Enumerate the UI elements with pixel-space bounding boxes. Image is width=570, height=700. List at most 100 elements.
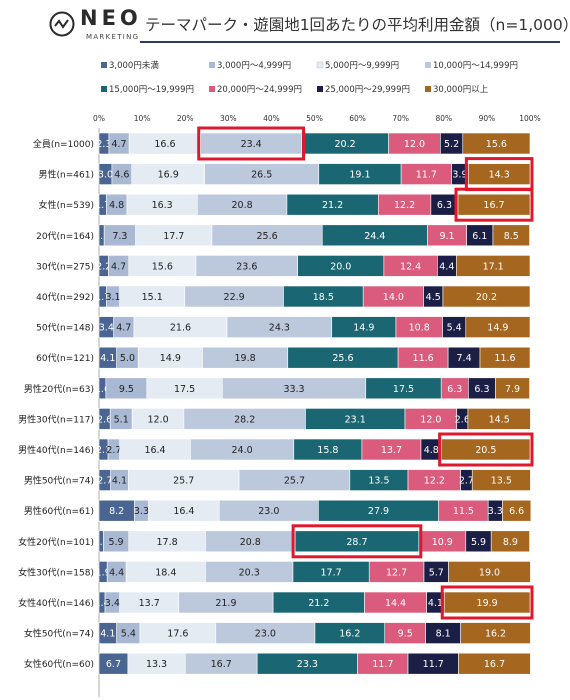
data-label: 13.7 <box>139 598 160 609</box>
data-label: 8.5 <box>504 231 519 242</box>
data-label: 1.6 <box>95 384 110 395</box>
category-label: 男性60代(n=61) <box>24 505 94 517</box>
data-label: 3.3 <box>134 506 149 517</box>
data-label: 21.6 <box>170 323 191 334</box>
data-label: 25.7 <box>284 476 305 487</box>
x-tick-label: 10% <box>134 114 151 123</box>
data-label: 19.9 <box>477 598 498 609</box>
data-label: 17.5 <box>393 384 414 395</box>
data-label: 28.2 <box>234 414 255 425</box>
data-label: 17.1 <box>483 261 504 272</box>
data-label: 2.7 <box>106 445 121 456</box>
data-label: 6.3 <box>474 384 489 395</box>
data-label: 21.2 <box>308 598 329 609</box>
data-label: 23.3 <box>297 659 318 670</box>
data-label: 1.0 <box>94 537 109 548</box>
header-underline <box>140 41 560 43</box>
data-label: 23.6 <box>236 261 257 272</box>
x-tick-label: 20% <box>177 114 194 123</box>
data-label: 13.5 <box>491 476 512 487</box>
data-label: 12.0 <box>420 414 441 425</box>
bar-segment <box>462 132 531 155</box>
category-label: 40代(n=292) <box>36 292 94 303</box>
data-label: 5.4 <box>121 629 136 640</box>
category-label: 全員(n=1000) <box>33 138 94 150</box>
x-tick-label: 90% <box>479 114 496 123</box>
data-label: 15.6 <box>152 261 173 272</box>
data-label: 27.9 <box>368 506 389 517</box>
highlight-box <box>197 126 306 161</box>
legend-label: 15,000円〜19,999円 <box>109 85 194 95</box>
data-label: 6.1 <box>472 231 487 242</box>
data-label: 17.7 <box>321 567 342 578</box>
data-label: 2.3 <box>96 139 111 150</box>
data-label: 28.7 <box>346 537 367 548</box>
data-label: 1.7 <box>95 200 110 211</box>
legend-label: 5,000円〜9,999円 <box>325 61 399 71</box>
data-label: 5.9 <box>471 537 486 548</box>
data-label: 11.6 <box>413 353 434 364</box>
data-label: 4.1 <box>428 598 443 609</box>
legend-swatch <box>101 86 107 92</box>
data-label: 26.5 <box>251 170 272 181</box>
category-label: 女性60代(n=60) <box>24 658 94 670</box>
data-label: 20.8 <box>240 537 261 548</box>
data-label: 16.2 <box>485 629 506 640</box>
data-label: 5.2 <box>444 139 459 150</box>
data-label: 8.2 <box>109 506 124 517</box>
x-tick-label: 100% <box>519 114 540 123</box>
data-label: 25.6 <box>332 353 353 364</box>
data-label: 11.7 <box>416 170 437 181</box>
category-label: 30代(n=275) <box>36 261 94 272</box>
data-label: 12.2 <box>394 200 415 211</box>
data-label: 1.4 <box>94 598 109 609</box>
bar-segment <box>479 346 531 369</box>
highlight-box <box>438 432 534 467</box>
data-label: 9.5 <box>119 384 134 395</box>
data-label: 5.1 <box>114 414 129 425</box>
data-label: 17.5 <box>174 384 195 395</box>
bar-segment <box>490 530 530 553</box>
data-label: 16.2 <box>339 629 360 640</box>
data-label: 12.0 <box>147 414 168 425</box>
data-label: 5.4 <box>447 323 462 334</box>
data-label: 10.9 <box>432 537 453 548</box>
bar-segment <box>467 408 531 430</box>
data-label: 15.6 <box>486 139 507 150</box>
bar-segment <box>492 224 530 247</box>
data-label: 8.1 <box>436 629 451 640</box>
data-label: 14.9 <box>353 323 374 334</box>
category-label: 50代(n=148) <box>36 323 94 334</box>
bar-segment <box>443 591 531 614</box>
data-label: 16.6 <box>154 139 175 150</box>
data-label: 18.4 <box>155 567 176 578</box>
brand-tagline: MARKETING <box>86 33 140 41</box>
data-label: 20.0 <box>330 261 351 272</box>
data-label: 14.9 <box>160 353 181 364</box>
category-label: 女性20代(n=101) <box>18 536 94 548</box>
data-label: 7.9 <box>505 384 520 395</box>
data-label: 3.9 <box>452 170 467 181</box>
x-tick-label: 30% <box>220 114 237 123</box>
category-label: 女性(n=539) <box>39 199 94 211</box>
category-label: 男性20代(n=63) <box>24 383 94 395</box>
data-label: 2.6 <box>455 414 470 425</box>
page-header: NEO MARKETING テーマパーク・遊園地1回あたりの平均利用金額（n=1… <box>0 0 570 52</box>
data-label: 2.6 <box>97 414 112 425</box>
data-label: 14.5 <box>489 414 510 425</box>
data-label: 7.4 <box>457 353 472 364</box>
data-label: 5.9 <box>108 537 123 548</box>
data-label: 21.9 <box>215 598 236 609</box>
data-label: 20.5 <box>475 445 496 456</box>
bar-segment <box>465 316 531 338</box>
legend-swatch <box>316 61 324 69</box>
data-label: 4.8 <box>109 200 124 211</box>
data-label: 23.0 <box>258 506 279 517</box>
data-label: 33.3 <box>283 384 304 395</box>
data-label: 12.7 <box>386 567 407 578</box>
data-label: 2.7 <box>97 476 112 487</box>
category-label: 女性40代(n=146) <box>18 597 94 609</box>
data-label: 20.2 <box>476 292 497 303</box>
data-label: 3.3 <box>488 506 503 517</box>
data-label: 13.7 <box>381 445 402 456</box>
